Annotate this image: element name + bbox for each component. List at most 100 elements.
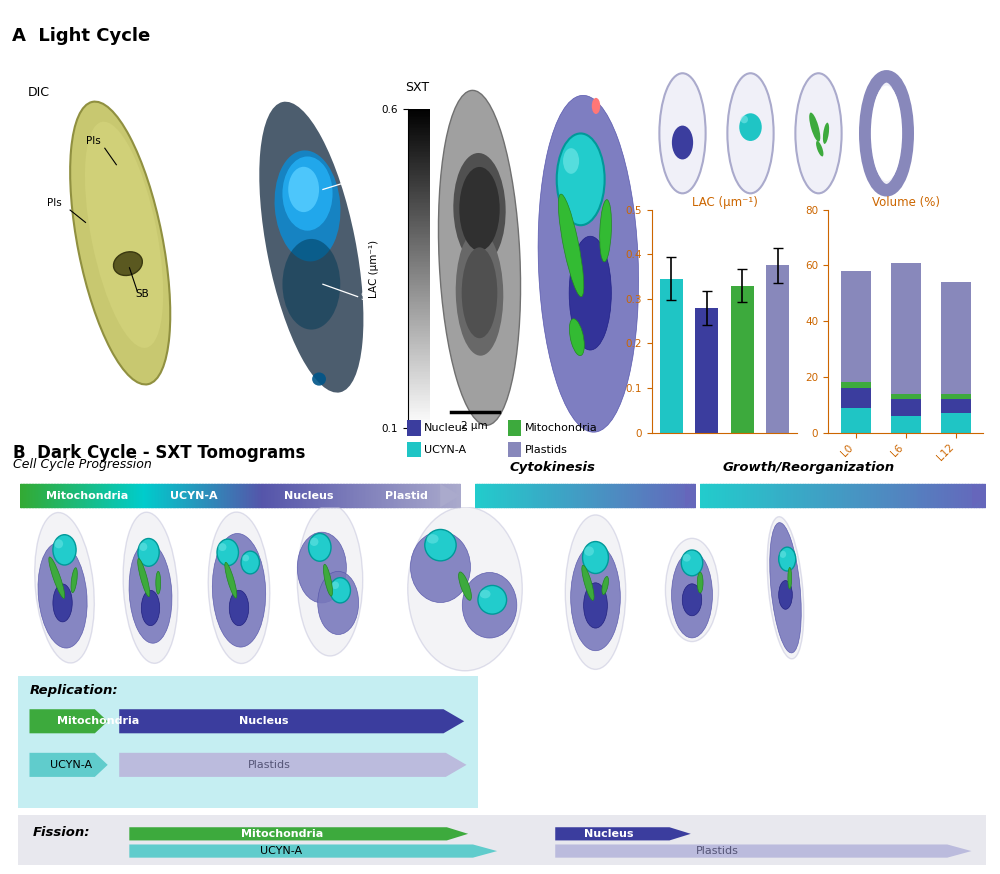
Text: B  Dark Cycle - SXT Tomograms: B Dark Cycle - SXT Tomograms	[13, 444, 305, 461]
FancyArrow shape	[129, 844, 497, 857]
Polygon shape	[972, 484, 985, 507]
Ellipse shape	[571, 545, 620, 651]
FancyArrow shape	[129, 827, 468, 841]
Bar	[408, 320, 430, 322]
Bar	[408, 196, 430, 197]
Bar	[408, 219, 430, 221]
Ellipse shape	[459, 572, 471, 600]
Bar	[408, 148, 430, 149]
Ellipse shape	[438, 90, 521, 426]
Bar	[408, 160, 430, 162]
Text: Nucleus: Nucleus	[284, 490, 334, 501]
Bar	[408, 171, 430, 173]
Ellipse shape	[38, 543, 87, 648]
Bar	[408, 388, 430, 390]
Bar	[408, 205, 430, 206]
Bar	[408, 374, 430, 376]
Bar	[408, 239, 430, 240]
Bar	[407, 420, 421, 435]
Ellipse shape	[275, 150, 340, 261]
Ellipse shape	[767, 517, 804, 659]
Bar	[408, 114, 430, 115]
Bar	[408, 278, 430, 280]
Y-axis label: LAC (μm⁻¹): LAC (μm⁻¹)	[369, 239, 379, 298]
Bar	[408, 397, 430, 398]
Bar	[408, 401, 430, 403]
Bar	[408, 360, 430, 361]
Bar	[940, 413, 970, 433]
Text: 5 μm: 5 μm	[76, 418, 103, 428]
Bar	[408, 419, 430, 420]
Bar	[408, 175, 430, 177]
Bar	[408, 329, 430, 331]
Ellipse shape	[71, 568, 77, 593]
Ellipse shape	[212, 533, 266, 647]
Ellipse shape	[779, 547, 796, 571]
Bar	[408, 130, 430, 132]
Bar	[408, 132, 430, 133]
Bar	[408, 285, 430, 287]
FancyArrow shape	[555, 844, 971, 857]
Text: Pls: Pls	[86, 136, 100, 146]
Bar	[408, 315, 430, 316]
Bar	[408, 366, 430, 368]
Ellipse shape	[538, 95, 639, 433]
Bar	[508, 420, 521, 435]
Bar	[840, 383, 870, 388]
Bar	[408, 144, 430, 146]
Bar	[408, 417, 430, 419]
Bar	[408, 270, 430, 272]
Bar	[408, 216, 430, 218]
Polygon shape	[440, 484, 460, 507]
Bar	[408, 179, 430, 181]
Text: Plastids: Plastids	[525, 445, 568, 454]
Ellipse shape	[780, 551, 786, 558]
Bar	[408, 136, 430, 138]
Bar	[408, 283, 430, 285]
Ellipse shape	[697, 572, 703, 593]
Text: UCYN-A: UCYN-A	[50, 760, 92, 770]
Text: 2 μm: 2 μm	[461, 421, 488, 431]
Bar	[408, 146, 430, 148]
Bar	[408, 314, 430, 315]
Bar	[408, 378, 430, 380]
Text: Growth/Reorganization: Growth/Reorganization	[722, 461, 894, 474]
Bar	[940, 282, 970, 393]
Bar	[408, 115, 430, 117]
Bar	[408, 156, 430, 157]
Text: Cell Cycle Progression: Cell Cycle Progression	[13, 458, 152, 471]
Bar	[408, 312, 430, 314]
Bar	[408, 405, 430, 406]
Bar	[408, 304, 430, 305]
Bar	[408, 251, 430, 253]
Bar	[408, 231, 430, 232]
Ellipse shape	[49, 557, 65, 599]
Ellipse shape	[242, 554, 249, 561]
Bar	[408, 368, 430, 369]
Bar	[408, 269, 430, 270]
Title: LAC (μm⁻¹): LAC (μm⁻¹)	[692, 196, 757, 209]
Bar	[408, 111, 430, 113]
Ellipse shape	[809, 113, 820, 142]
Bar	[408, 184, 430, 186]
Text: UCYN-A: UCYN-A	[424, 445, 466, 454]
Text: Replication:: Replication:	[30, 683, 118, 697]
Bar	[408, 243, 430, 245]
Bar	[408, 299, 430, 301]
Ellipse shape	[863, 73, 910, 193]
Text: 5 μm: 5 μm	[271, 418, 298, 428]
Ellipse shape	[54, 539, 63, 548]
Bar	[408, 223, 430, 224]
Bar	[408, 163, 430, 165]
Ellipse shape	[70, 101, 170, 385]
Bar	[408, 305, 430, 307]
Bar	[408, 293, 430, 295]
Bar	[408, 159, 430, 160]
Bar	[408, 275, 430, 277]
Ellipse shape	[584, 546, 594, 556]
Bar	[408, 167, 430, 169]
Bar	[408, 390, 430, 392]
Ellipse shape	[462, 247, 497, 338]
Bar	[408, 138, 430, 140]
Bar	[408, 109, 430, 111]
